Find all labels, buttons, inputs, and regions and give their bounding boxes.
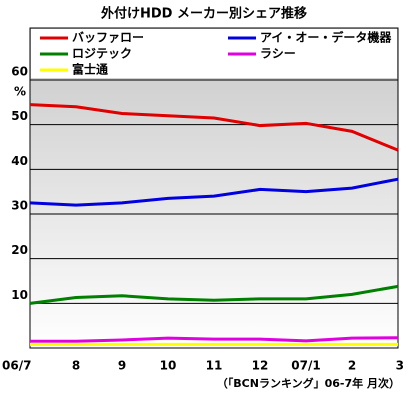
series-line — [30, 336, 399, 343]
x-tick-label: 8 — [72, 359, 80, 373]
y-tick-label: 50 — [11, 109, 28, 123]
legend-label: ラシー — [260, 47, 296, 61]
x-tick-label: 12 — [252, 359, 269, 373]
x-tick-label: 9 — [118, 359, 126, 373]
x-tick-label: 2 — [348, 359, 356, 373]
x-tick-label: 11 — [206, 359, 223, 373]
y-tick-label: 30 — [11, 199, 28, 213]
legend-label: ロジテック — [72, 47, 132, 61]
series-line — [29, 103, 399, 152]
legend-label: アイ・オー・データ機器 — [260, 30, 392, 45]
legend-label: 富士通 — [72, 62, 108, 77]
y-tick-label: 10 — [11, 288, 28, 302]
series-line — [29, 177, 399, 207]
x-tick-label: 07/1 — [291, 359, 320, 373]
y-tick-label: 40 — [11, 154, 28, 168]
x-tick-label: 06/7 — [2, 359, 31, 373]
y-unit: % — [14, 85, 26, 99]
source-note: （「BCNランキング」06-7年 月次） — [217, 376, 400, 390]
x-tick-label: 3 — [396, 359, 404, 373]
chart-title: 外付けHDD メーカー別シェア推移 — [100, 6, 307, 22]
y-tick-label: 60 — [11, 65, 28, 79]
x-tick-label: 10 — [160, 359, 177, 373]
legend-box — [31, 29, 397, 78]
series-line — [29, 284, 399, 305]
legend-label: バッファロー — [72, 31, 144, 45]
y-tick-label: 20 — [11, 243, 28, 257]
